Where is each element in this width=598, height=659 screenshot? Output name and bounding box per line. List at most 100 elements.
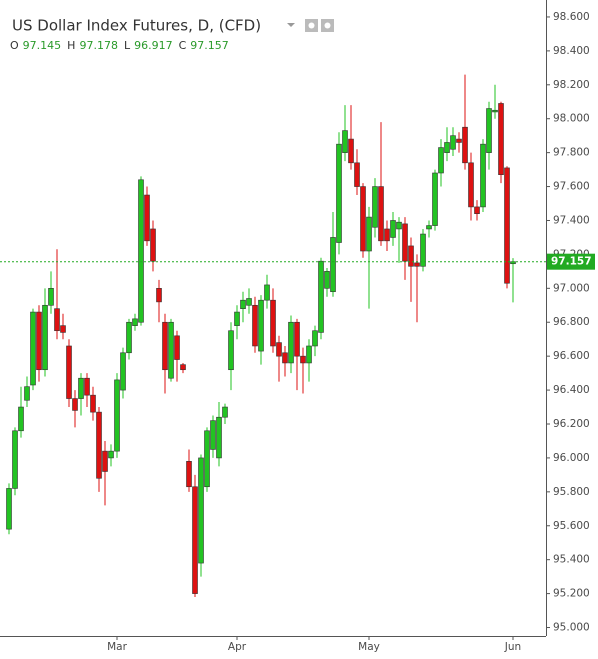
candle-body	[174, 335, 180, 360]
candle-body	[12, 430, 18, 489]
y-tick-label: 98.200	[553, 79, 590, 91]
candle-body	[402, 223, 408, 262]
candle-body	[390, 220, 396, 238]
candle-body	[504, 167, 510, 284]
ohlc-value: 97.178	[79, 39, 118, 52]
candle-body	[24, 386, 30, 401]
candle-body	[102, 450, 108, 472]
candle-body	[468, 162, 474, 208]
candle-body	[180, 364, 186, 371]
candle-body	[192, 486, 198, 594]
candle-body	[36, 311, 42, 371]
candle-body	[96, 411, 102, 479]
candle-body	[30, 311, 36, 386]
y-tick-label: 98.000	[553, 113, 590, 125]
ohlc-key: H	[67, 39, 75, 52]
candle-body	[264, 284, 270, 301]
candle-body	[282, 352, 288, 364]
chart-title: US Dollar Index Futures, D, (CFD)	[12, 17, 261, 35]
candle-body	[72, 398, 78, 411]
candle-body	[306, 345, 312, 364]
candle-body	[396, 221, 402, 230]
x-tick-label: Apr	[228, 641, 247, 653]
candle-body	[114, 379, 120, 452]
candle-body	[150, 228, 156, 262]
candle-body	[54, 308, 60, 332]
candle-body	[18, 406, 24, 432]
candle-body	[132, 318, 138, 326]
candle-body	[480, 143, 486, 208]
candle-body	[162, 321, 168, 371]
candle-body	[408, 245, 414, 267]
candle-body	[444, 142, 450, 153]
candle-body	[456, 138, 462, 143]
candle-body	[324, 271, 330, 289]
x-tick-label: Mar	[107, 641, 127, 653]
y-tick-label: 96.600	[553, 350, 590, 362]
candle-body	[438, 147, 444, 174]
candle-body	[240, 299, 246, 309]
candle-body	[234, 311, 240, 326]
candle-body	[204, 430, 210, 488]
candle-body	[258, 299, 264, 352]
candle-body	[252, 304, 258, 347]
candle-body	[432, 172, 438, 226]
candle-body	[168, 321, 174, 379]
candle-body	[216, 416, 222, 459]
candle-body	[60, 325, 66, 333]
ohlc-value: 97.145	[23, 39, 62, 52]
candle-body	[78, 377, 84, 399]
ohlc-value: 97.157	[190, 39, 229, 52]
candle-body	[186, 461, 192, 488]
candle-body	[366, 216, 372, 252]
candle-body	[138, 179, 144, 323]
candle-body	[420, 233, 426, 267]
candle-body	[354, 162, 360, 187]
x-tick-label: May	[358, 641, 380, 653]
y-tick-label: 95.600	[553, 520, 590, 532]
candle-body	[126, 321, 132, 354]
candle-body	[312, 330, 318, 347]
last-price-label: 97.157	[551, 256, 592, 268]
candle-body	[348, 138, 354, 164]
candle-body	[486, 108, 492, 153]
candle-body	[6, 488, 12, 530]
y-tick-label: 98.400	[553, 45, 590, 57]
y-tick-label: 96.800	[553, 316, 590, 328]
candle-body	[498, 103, 504, 175]
ohlc-header: O 97.145 H 97.178 L 96.917 C 97.157	[10, 39, 229, 52]
candle-body	[270, 299, 276, 347]
y-tick-label: 96.200	[553, 418, 590, 430]
y-tick-label: 97.400	[553, 214, 590, 226]
gear-icon-dot	[324, 22, 331, 29]
candle-body	[414, 262, 420, 267]
candle-body	[294, 321, 300, 357]
candle-body	[84, 377, 90, 396]
candle-body	[156, 288, 162, 303]
candle-body	[144, 194, 150, 242]
candle-body	[300, 355, 306, 364]
candle-body	[228, 330, 234, 371]
dropdown-arrow[interactable]	[287, 23, 295, 27]
candle-body	[90, 394, 96, 413]
candle-body	[48, 288, 54, 306]
candle-body	[318, 260, 324, 333]
y-tick-label: 98.600	[553, 11, 590, 23]
candle-body	[66, 345, 72, 399]
candle-body	[474, 206, 480, 214]
last-price-box	[547, 253, 595, 270]
y-tick-label: 96.400	[553, 384, 590, 396]
y-tick-label: 97.800	[553, 147, 590, 159]
candle-body	[198, 457, 204, 564]
y-tick-label: 95.400	[553, 554, 590, 566]
ohlc-key: O	[10, 39, 19, 52]
candle-body	[462, 126, 468, 164]
ohlc-key: L	[124, 39, 131, 52]
candle-body	[120, 352, 126, 391]
y-tick-label: 96.000	[553, 452, 590, 464]
candle-body	[378, 186, 384, 242]
candle-body	[492, 109, 498, 113]
candle-body	[42, 304, 48, 371]
